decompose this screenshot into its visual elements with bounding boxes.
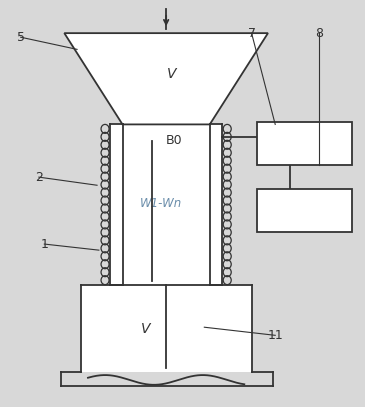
Text: V: V <box>167 67 176 81</box>
Text: 7: 7 <box>247 26 256 39</box>
Text: 5: 5 <box>17 31 25 44</box>
Text: V: V <box>141 322 151 336</box>
Bar <box>257 189 351 232</box>
Bar <box>81 284 251 372</box>
Text: 8: 8 <box>315 26 323 39</box>
Polygon shape <box>64 33 268 125</box>
Text: 1: 1 <box>41 238 48 251</box>
Bar <box>257 123 351 165</box>
Text: 11: 11 <box>267 329 283 342</box>
Text: 2: 2 <box>35 171 43 184</box>
Text: W1-Wn: W1-Wn <box>139 197 182 210</box>
Text: B0: B0 <box>166 134 183 147</box>
Bar <box>110 125 223 284</box>
